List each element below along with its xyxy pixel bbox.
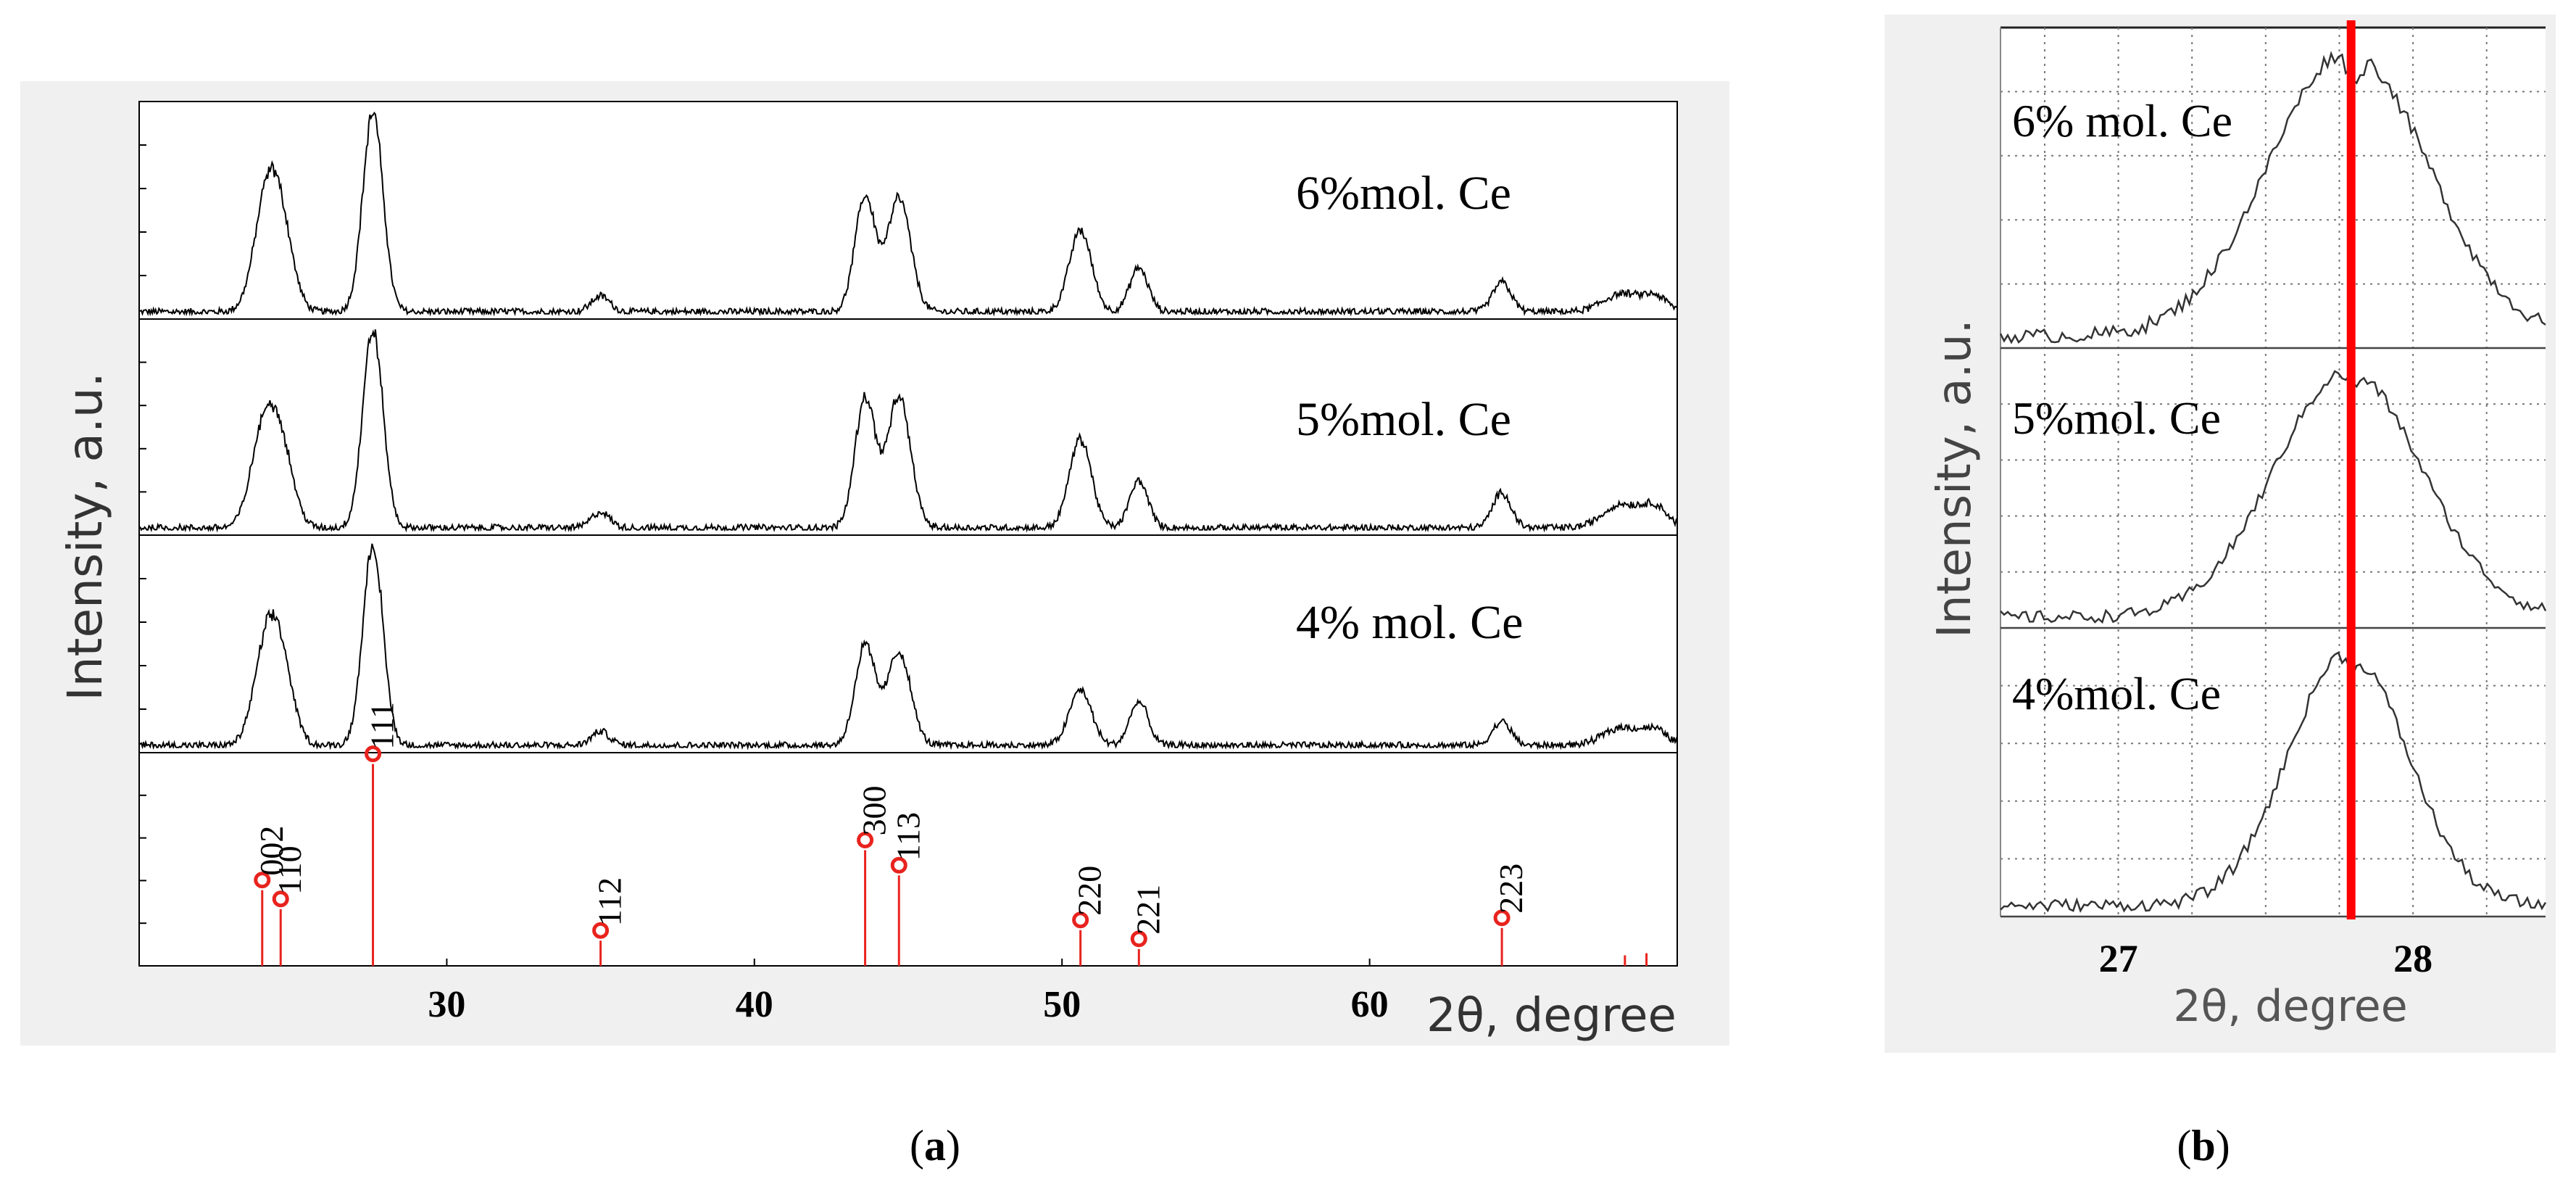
panel-a-trace-label-3: 4% mol. Ce — [1296, 596, 1523, 649]
reference-hkl-label: 111 — [364, 702, 401, 750]
panel-a-y-ticks — [139, 144, 146, 925]
panel-a-x-axis-label: 2θ, degree — [1426, 989, 1677, 1043]
reference-peak-marker — [1493, 909, 1511, 927]
reference-peak-marker — [592, 922, 610, 939]
panel-a-x-tick-label: 40 — [736, 984, 773, 1025]
panel-b-caption-letter: b — [2191, 1122, 2215, 1170]
panel-b-y-axis-label: Intensity, a.u. — [1928, 319, 1982, 638]
panel-a-x-tick-label: 50 — [1043, 984, 1081, 1025]
reference-hkl-label: 223 — [1492, 864, 1529, 914]
panel-b-traces — [1999, 51, 2547, 913]
panel-b: 6% mol. Ce 5%mol. Ce 4%mol. Ce 27 28 2θ, … — [1885, 15, 2556, 1170]
reference-peak-marker — [890, 856, 907, 874]
reference-hkl-label: 221 — [1129, 885, 1166, 935]
panel-a-x-tick-label: 30 — [428, 984, 465, 1025]
panel-b-x-tick-label: 28 — [2393, 937, 2432, 980]
panel-a-traces — [138, 111, 1678, 750]
panel-b-trace-1 — [1999, 51, 2546, 344]
panel-b-x-tick-label: 27 — [2099, 937, 2138, 980]
reference-peak-marker — [254, 872, 271, 889]
panel-a-trace-2 — [138, 329, 1678, 533]
panel-b-trace-2 — [2000, 370, 2547, 624]
panel-a-y-axis-label: Intensity, a.u. — [57, 372, 113, 700]
panel-a-caption: (a) — [910, 1122, 960, 1170]
panel-a-trace-1 — [138, 111, 1678, 317]
reference-peak-marker — [365, 745, 382, 763]
panel-b-plot-area — [2000, 28, 2546, 917]
panel-a-caption-letter: a — [924, 1122, 946, 1170]
reference-peak-marker — [1072, 911, 1089, 929]
reference-hkl-label: 110 — [271, 845, 308, 894]
panel-b-trace-label-2: 5%mol. Ce — [2012, 392, 2221, 444]
panel-b-trace-label-3: 4%mol. Ce — [2012, 668, 2221, 719]
panel-a-trace-label-1: 6%mol. Ce — [1296, 167, 1511, 220]
panel-a-trace-label-2: 5%mol. Ce — [1296, 393, 1511, 446]
panel-b-trace-label-1: 6% mol. Ce — [2012, 95, 2232, 146]
reference-peak-marker — [272, 890, 289, 908]
panel-a-trace-3 — [138, 543, 1678, 750]
panel-b-caption: (b) — [2177, 1122, 2230, 1170]
panel-b-trace-3 — [2000, 651, 2547, 913]
panel-a-plot-area — [138, 101, 1678, 967]
reference-hkl-label: 300 — [856, 786, 893, 836]
reference-hkl-label: 220 — [1071, 866, 1108, 916]
panel-b-x-tick-labels: 27 28 — [2099, 937, 2432, 980]
reference-peak-marker — [1130, 930, 1147, 948]
panel-a-x-tick-label: 60 — [1351, 984, 1389, 1025]
reference-hkl-label: 002 — [253, 826, 290, 876]
reference-hkl-label: 113 — [889, 812, 926, 861]
panel-a-x-tick-labels: 30 40 50 60 — [428, 959, 1389, 1025]
panel-b-x-axis-label: 2θ, degree — [2173, 981, 2407, 1032]
reference-hkl-label: 112 — [591, 877, 628, 926]
reference-peak-marker — [857, 832, 874, 848]
